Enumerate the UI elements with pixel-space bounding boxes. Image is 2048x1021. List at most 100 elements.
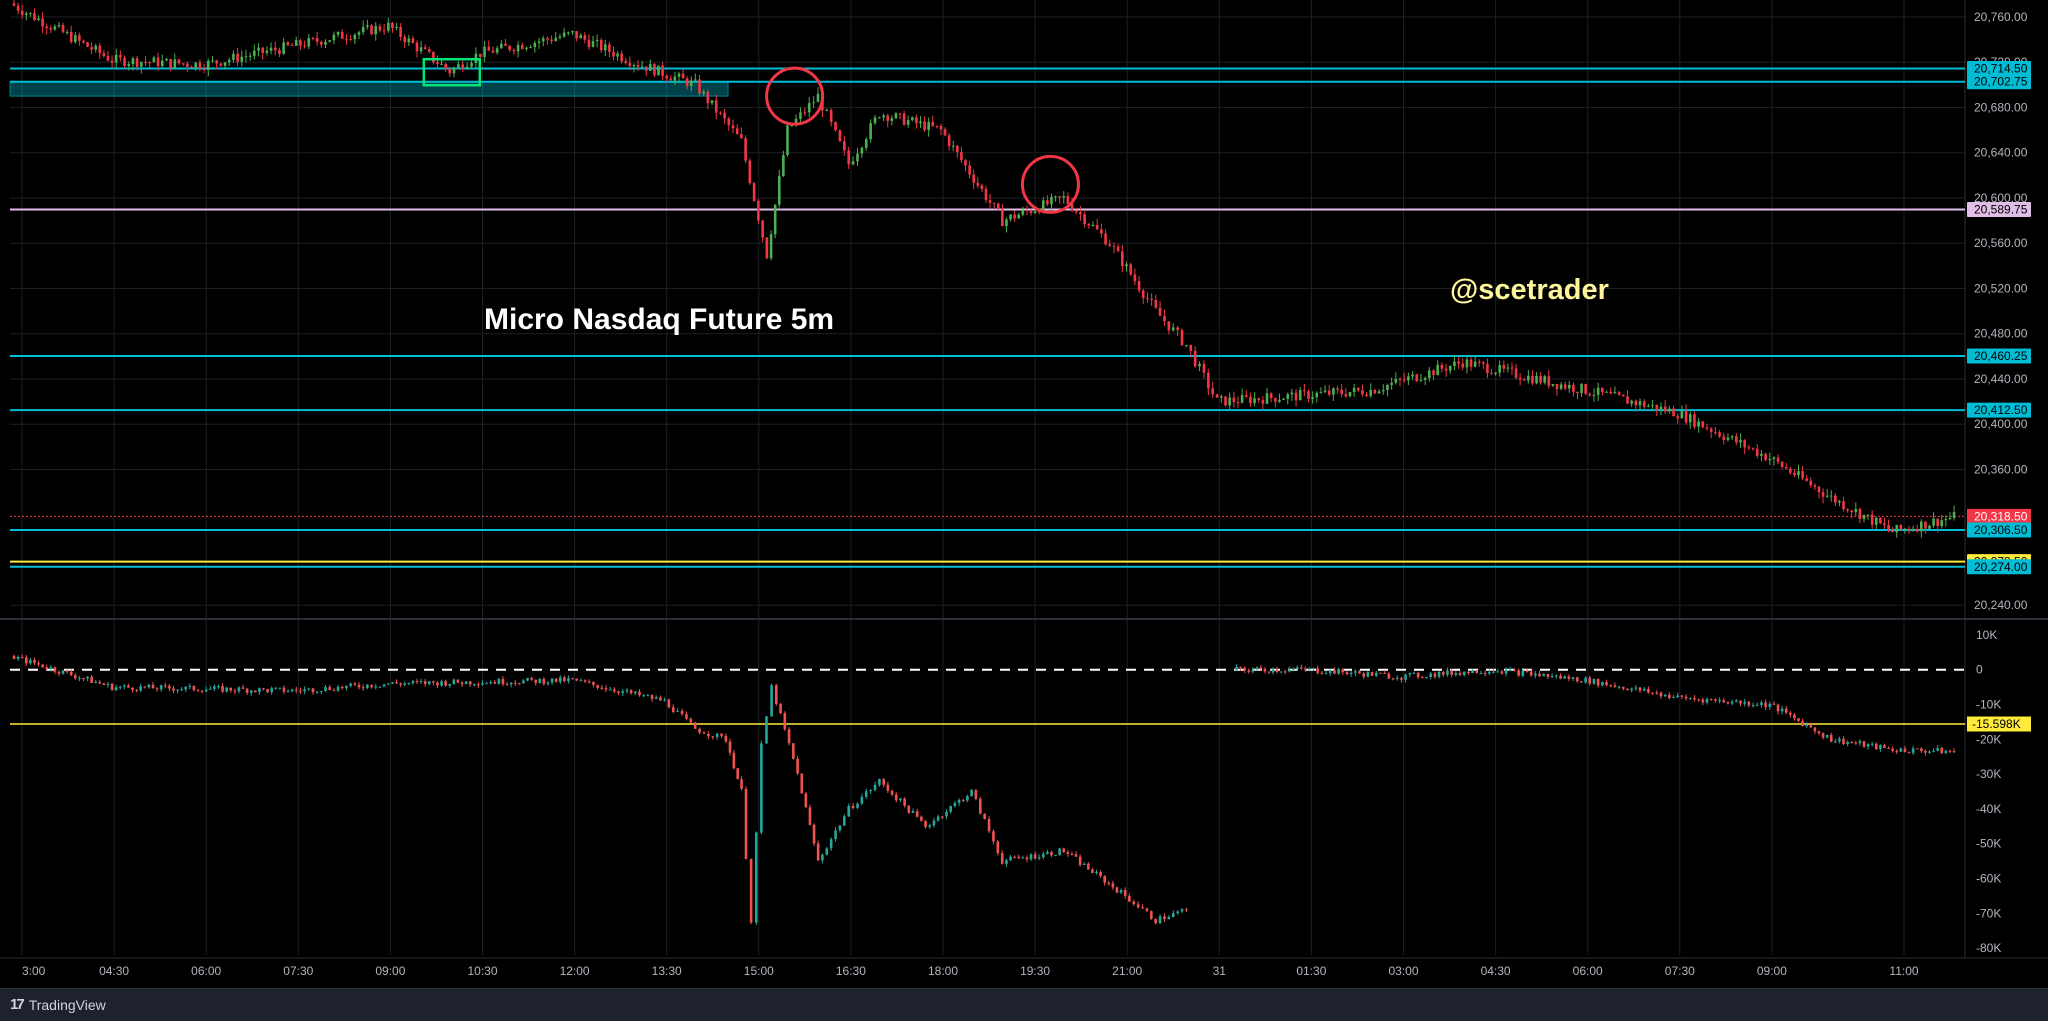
- delta-candle-body: [1596, 678, 1600, 686]
- delta-candle-body: [1605, 682, 1608, 686]
- price-candle-body: [860, 147, 864, 154]
- price-candle-body: [74, 35, 77, 43]
- price-candle-body: [1224, 396, 1227, 406]
- price-candle-body: [1760, 453, 1763, 456]
- time-tick-label: 16:30: [836, 964, 866, 978]
- price-candle-body: [1432, 370, 1435, 376]
- delta-candle-body: [667, 699, 671, 708]
- price-candle-body: [727, 118, 731, 126]
- price-candle-body: [1465, 359, 1469, 368]
- delta-level-box: [1967, 716, 2031, 732]
- price-candle-body: [939, 126, 943, 130]
- delta-candle-body: [567, 678, 570, 682]
- delta-candle-body: [1243, 667, 1247, 671]
- delta-candle-body: [1312, 668, 1315, 670]
- price-candle-body: [1572, 384, 1575, 392]
- price-candle-body: [740, 134, 743, 139]
- price-candle-body: [1825, 495, 1829, 497]
- price-candle-body: [1163, 315, 1166, 322]
- tradingview-logo[interactable]: 17 TradingView: [10, 996, 106, 1013]
- delta-tick-label: -20K: [1976, 732, 2001, 746]
- delta-candle-body: [249, 690, 253, 693]
- delta-candle-body: [821, 854, 824, 861]
- delta-candle-body: [1948, 750, 1952, 752]
- price-candle-body: [661, 65, 664, 76]
- delta-candle-body: [711, 736, 715, 738]
- price-candle-body: [591, 41, 595, 47]
- price-candle-body: [1290, 392, 1294, 395]
- price-candle-body: [698, 79, 701, 94]
- delta-candle-body: [1928, 751, 1931, 753]
- price-candle-body: [807, 103, 811, 113]
- price-candle-body: [689, 80, 693, 87]
- time-tick-label: 18:00: [928, 964, 958, 978]
- price-candle-body: [140, 62, 143, 67]
- delta-candle-body: [1546, 673, 1550, 677]
- price-candle-body: [834, 122, 837, 131]
- price-candle-body: [537, 41, 541, 43]
- delta-candle-body: [924, 820, 927, 827]
- delta-candle-body: [1082, 863, 1086, 865]
- delta-candle-body: [583, 680, 587, 682]
- price-candle-body: [1386, 384, 1389, 390]
- price-candle-body: [1613, 392, 1617, 394]
- price-candle-body: [1659, 406, 1663, 411]
- price-candle-body: [1672, 408, 1675, 417]
- price-candle-body: [624, 61, 628, 64]
- delta-candle-body: [732, 752, 736, 769]
- price-candle-body: [53, 26, 57, 30]
- delta-candle-body: [886, 784, 890, 791]
- price-candle-body: [1494, 372, 1497, 374]
- price-candle-body: [673, 76, 677, 81]
- delta-candle-body: [1046, 851, 1049, 854]
- delta-candle-body: [57, 671, 61, 674]
- price-candle-body: [1596, 387, 1600, 395]
- price-candle-body: [495, 48, 499, 53]
- delta-candle-body: [974, 789, 978, 799]
- delta-candle-body: [332, 689, 336, 691]
- delta-candle-body: [1793, 714, 1796, 719]
- price-candle-body: [1638, 401, 1642, 406]
- delta-candle-body: [399, 683, 402, 685]
- price-candle-body: [669, 78, 673, 81]
- delta-candle-body: [1066, 851, 1070, 854]
- price-candle-body: [681, 73, 685, 79]
- price-candle-body: [1448, 366, 1452, 371]
- price-candle-body: [1874, 517, 1878, 525]
- price-candle-body: [1547, 376, 1551, 386]
- delta-candle-body: [188, 685, 192, 687]
- price-candle-body: [1244, 395, 1248, 397]
- delta-candle-body: [941, 816, 944, 818]
- delta-candle-body: [1924, 750, 1927, 753]
- price-candle-body: [1634, 400, 1638, 406]
- time-tick-label: 12:00: [560, 964, 590, 978]
- price-candle-body: [1356, 387, 1360, 391]
- delta-candle-body: [1383, 672, 1386, 674]
- price-candle-body: [206, 60, 210, 71]
- price-marker-label: 20,318.50: [1974, 509, 2028, 523]
- delta-candle-body: [1362, 673, 1366, 677]
- price-candle-body: [1249, 396, 1252, 404]
- delta-candle-body: [1952, 751, 1956, 753]
- delta-candle-body: [1158, 916, 1162, 924]
- delta-candle-body: [49, 667, 53, 670]
- delta-candle-body: [1834, 741, 1837, 743]
- delta-candle-body: [1584, 677, 1587, 683]
- price-candle-body: [1567, 384, 1571, 389]
- time-tick-label: 13:30: [652, 964, 682, 978]
- delta-candle-body: [106, 683, 110, 685]
- delta-candle-body: [192, 685, 196, 691]
- delta-candle-body: [1324, 673, 1328, 675]
- price-candle-body: [644, 66, 648, 71]
- delta-candle-body: [1041, 853, 1045, 858]
- price-candle-body: [1158, 307, 1162, 316]
- price-candle-body: [1407, 376, 1410, 381]
- price-candle-body: [1125, 264, 1128, 267]
- price-candle-body: [1870, 514, 1874, 525]
- price-candle-body: [491, 50, 495, 53]
- delta-tick-label: -80K: [1976, 941, 2001, 955]
- delta-candle-body: [1797, 718, 1800, 721]
- delta-candle-body: [1136, 904, 1140, 908]
- price-candle-body: [202, 68, 206, 71]
- price-candle-body: [156, 57, 160, 67]
